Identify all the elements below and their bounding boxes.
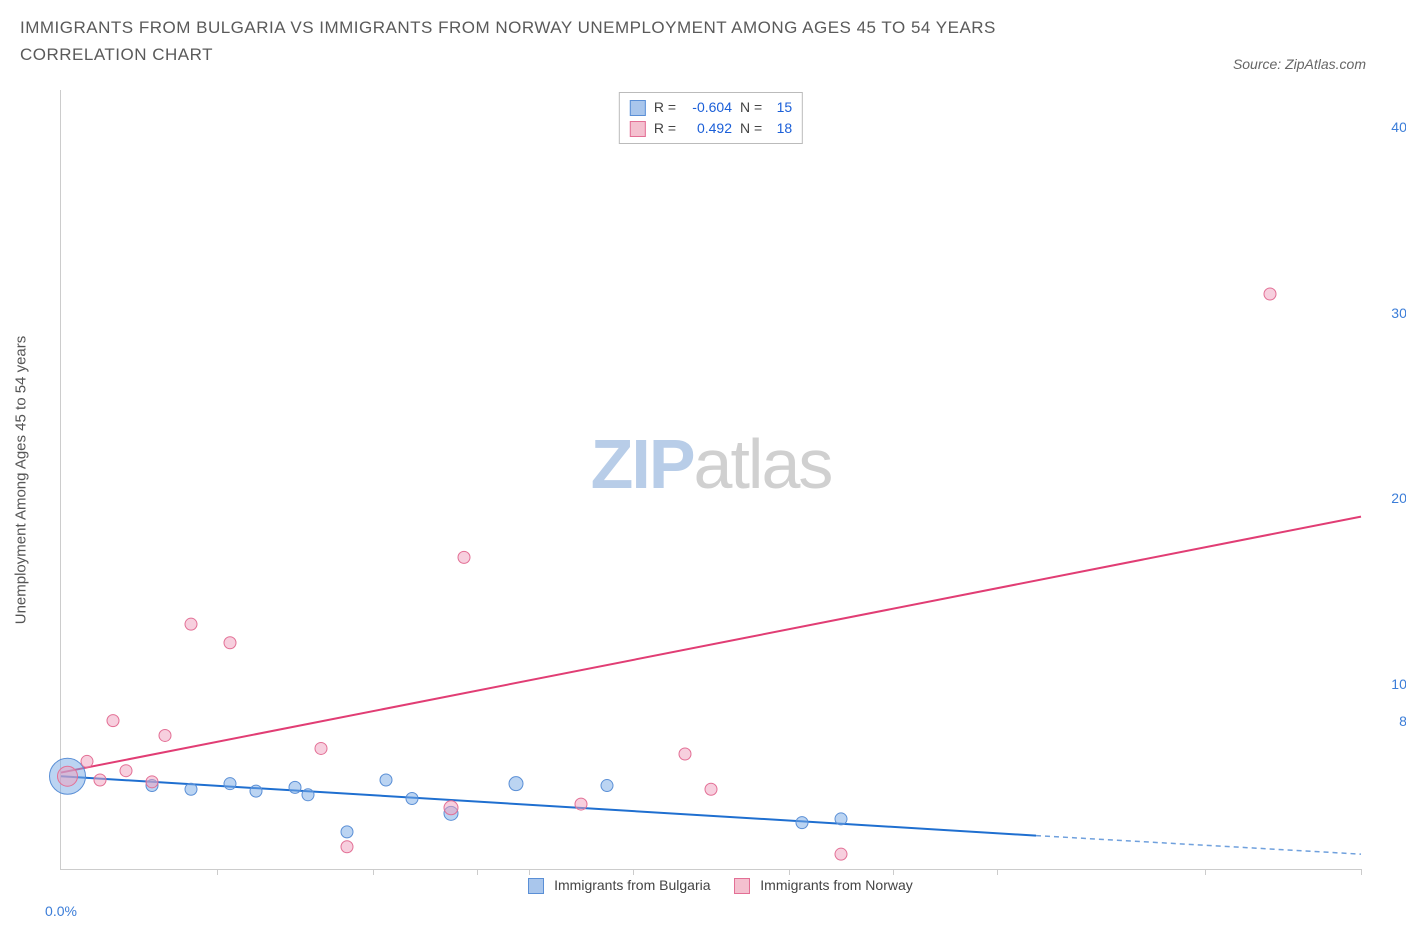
legend-swatch-norway: [630, 121, 646, 137]
scatter-point-norway: [146, 776, 158, 788]
legend-bottom-label-norway: Immigrants from Norway: [760, 877, 912, 893]
y-tick-label: 30.0%: [1391, 305, 1406, 321]
r-label-norway: R =: [654, 118, 676, 139]
scatter-point-bulgaria: [406, 793, 418, 805]
legend-bottom-label-bulgaria: Immigrants from Bulgaria: [554, 877, 710, 893]
x-tick: [997, 869, 998, 875]
scatter-point-norway: [705, 783, 717, 795]
scatter-point-bulgaria: [796, 817, 808, 829]
scatter-point-norway: [444, 801, 458, 815]
x-tick: [789, 869, 790, 875]
scatter-point-norway: [224, 637, 236, 649]
scatter-point-bulgaria: [601, 780, 613, 792]
regression-line-dash-bulgaria: [1036, 836, 1361, 855]
y-axis-label: Unemployment Among Ages 45 to 54 years: [13, 335, 30, 624]
r-value-norway: 0.492: [684, 118, 732, 139]
x-tick: [1205, 869, 1206, 875]
scatter-point-bulgaria: [224, 778, 236, 790]
scatter-point-bulgaria: [289, 781, 301, 793]
chart-title: IMMIGRANTS FROM BULGARIA VS IMMIGRANTS F…: [20, 14, 1120, 68]
legend-row-norway: R = 0.492 N = 18: [630, 118, 792, 139]
scatter-point-norway: [341, 841, 353, 853]
r-value-bulgaria: -0.604: [684, 97, 732, 118]
x-tick: [893, 869, 894, 875]
legend-bottom-swatch-norway: [734, 878, 750, 894]
source-value: ZipAtlas.com: [1285, 56, 1366, 72]
scatter-point-bulgaria: [250, 785, 262, 797]
scatter-point-norway: [81, 755, 93, 767]
y-tick-label: 10.0%: [1391, 676, 1406, 692]
regression-line-bulgaria: [61, 776, 1036, 835]
chart-header: IMMIGRANTS FROM BULGARIA VS IMMIGRANTS F…: [20, 14, 1386, 68]
scatter-point-norway: [107, 715, 119, 727]
n-value-norway: 18: [770, 118, 792, 139]
scatter-point-norway: [185, 618, 197, 630]
scatter-point-norway: [120, 765, 132, 777]
plot-region: ZIPatlas Unemployment Among Ages 45 to 5…: [60, 90, 1361, 870]
scatter-point-norway: [458, 551, 470, 563]
scatter-point-bulgaria: [302, 789, 314, 801]
source-attribution: Source: ZipAtlas.com: [1233, 56, 1366, 72]
y-tick-label: 8.0%: [1399, 713, 1406, 729]
scatter-point-norway: [575, 798, 587, 810]
scatter-point-norway: [315, 742, 327, 754]
n-value-bulgaria: 15: [770, 97, 792, 118]
scatter-point-norway: [58, 766, 78, 786]
scatter-point-bulgaria: [380, 774, 392, 786]
x-tick: [373, 869, 374, 875]
legend-correlation: R = -0.604 N = 15 R = 0.492 N = 18: [619, 92, 803, 144]
x-zero-label: 0.0%: [45, 903, 77, 919]
x-tick: [477, 869, 478, 875]
source-label: Source:: [1233, 56, 1281, 72]
legend-swatch-bulgaria: [630, 100, 646, 116]
scatter-point-bulgaria: [835, 813, 847, 825]
x-tick: [1361, 869, 1362, 875]
regression-line-norway: [61, 517, 1361, 773]
y-tick-label: 40.0%: [1391, 119, 1406, 135]
legend-series: Immigrants from Bulgaria Immigrants from…: [60, 877, 1361, 894]
n-label-bulgaria: N =: [740, 97, 762, 118]
scatter-point-norway: [159, 729, 171, 741]
scatter-point-norway: [1264, 288, 1276, 300]
y-tick-label: 20.0%: [1391, 490, 1406, 506]
legend-bottom-swatch-bulgaria: [528, 878, 544, 894]
scatter-point-bulgaria: [341, 826, 353, 838]
plot-svg: [61, 90, 1361, 869]
x-tick: [633, 869, 634, 875]
scatter-point-norway: [835, 848, 847, 860]
n-label-norway: N =: [740, 118, 762, 139]
x-tick: [217, 869, 218, 875]
legend-row-bulgaria: R = -0.604 N = 15: [630, 97, 792, 118]
scatter-point-norway: [94, 774, 106, 786]
chart-area: ZIPatlas Unemployment Among Ages 45 to 5…: [60, 90, 1391, 900]
x-tick: [529, 869, 530, 875]
scatter-point-bulgaria: [509, 777, 523, 791]
r-label-bulgaria: R =: [654, 97, 676, 118]
scatter-point-norway: [679, 748, 691, 760]
scatter-point-bulgaria: [185, 783, 197, 795]
